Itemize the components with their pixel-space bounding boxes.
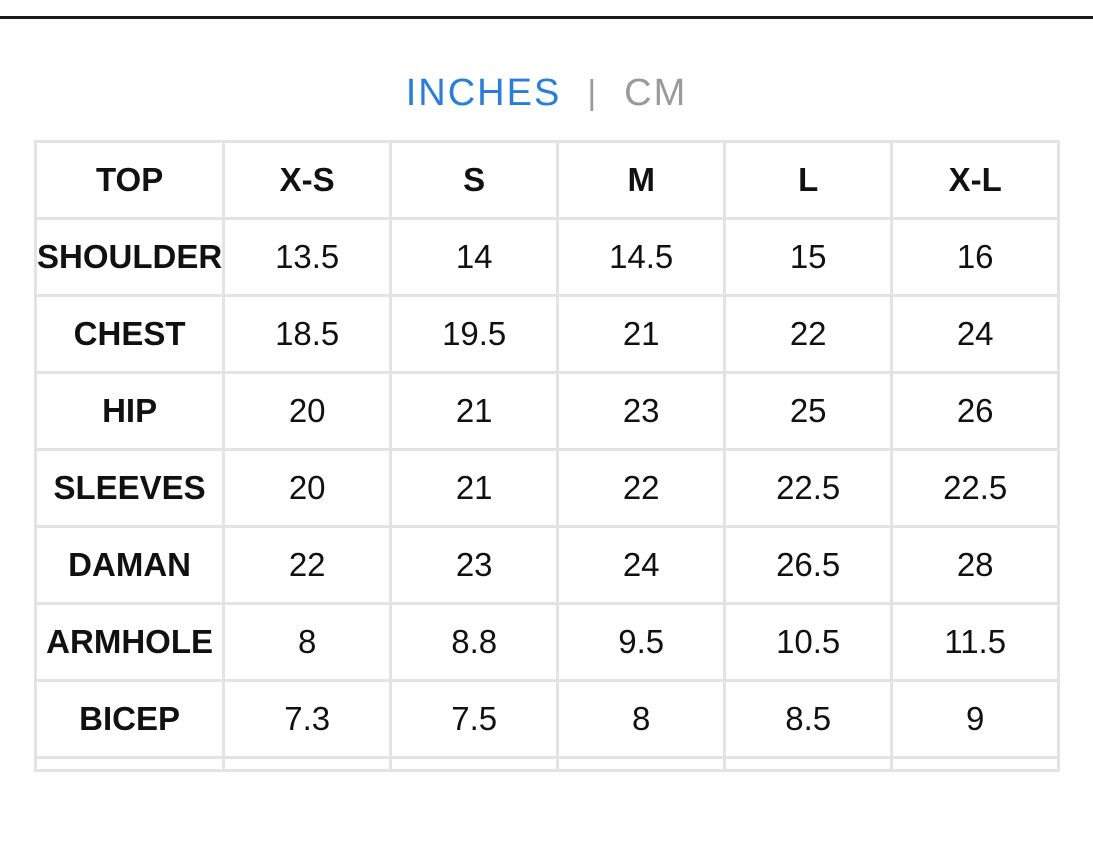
table-row-partial [33, 756, 1061, 772]
table-cell: 21 [389, 371, 560, 451]
unit-toggle: INCHES | CM [0, 66, 1093, 118]
table-cell [222, 756, 393, 772]
table-row: ARMHOLE 8 8.8 9.5 10.5 11.5 [33, 602, 1061, 682]
header-cell-m: M [556, 140, 727, 220]
table-header-row: TOP X-S S M L X-L [33, 140, 1061, 220]
table-cell: 21 [389, 448, 560, 528]
table-cell: 21 [556, 294, 727, 374]
table-cell: 7.3 [222, 679, 393, 759]
table-cell: 22.5 [890, 448, 1061, 528]
table-cell: 24 [556, 525, 727, 605]
unit-inches-tab[interactable]: INCHES [405, 71, 562, 114]
top-divider [0, 16, 1093, 19]
unit-separator: | [587, 73, 599, 112]
table-cell: 14.5 [556, 217, 727, 297]
table-cell: 13.5 [222, 217, 393, 297]
table-row: DAMAN 22 23 24 26.5 28 [33, 525, 1061, 605]
table-cell: 19.5 [389, 294, 560, 374]
table-cell: 9 [890, 679, 1061, 759]
row-label-sleeves: SLEEVES [33, 448, 226, 528]
table-cell: 16 [890, 217, 1061, 297]
row-label-armhole: ARMHOLE [33, 602, 226, 682]
table-cell: 8.8 [389, 602, 560, 682]
table-cell: 7.5 [389, 679, 560, 759]
table-row: SHOULDER 13.5 14 14.5 15 16 [33, 217, 1061, 297]
header-cell-l: L [723, 140, 894, 220]
table-cell: 11.5 [890, 602, 1061, 682]
table-row: CHEST 18.5 19.5 21 22 24 [33, 294, 1061, 374]
header-cell-xs: X-S [222, 140, 393, 220]
table-cell: 10.5 [723, 602, 894, 682]
row-label-shoulder: SHOULDER [33, 217, 226, 297]
header-cell-s: S [389, 140, 560, 220]
table-cell [556, 756, 727, 772]
table-cell: 20 [222, 371, 393, 451]
table-cell [890, 756, 1061, 772]
table-cell: 22 [556, 448, 727, 528]
unit-cm-tab[interactable]: CM [624, 71, 688, 114]
table-cell: 15 [723, 217, 894, 297]
table-cell [33, 756, 226, 772]
row-label-hip: HIP [33, 371, 226, 451]
table-cell: 24 [890, 294, 1061, 374]
table-cell: 8.5 [723, 679, 894, 759]
header-cell-xl: X-L [890, 140, 1061, 220]
table-cell: 26 [890, 371, 1061, 451]
table-row: BICEP 7.3 7.5 8 8.5 9 [33, 679, 1061, 759]
table-cell: 22.5 [723, 448, 894, 528]
table-cell: 18.5 [222, 294, 393, 374]
table-cell: 20 [222, 448, 393, 528]
row-label-daman: DAMAN [33, 525, 226, 605]
row-label-bicep: BICEP [33, 679, 226, 759]
table-cell: 26.5 [723, 525, 894, 605]
table-row: HIP 20 21 23 25 26 [33, 371, 1061, 451]
table-cell: 22 [723, 294, 894, 374]
table-cell: 8 [556, 679, 727, 759]
table-cell: 25 [723, 371, 894, 451]
table-cell: 23 [389, 525, 560, 605]
table-cell: 14 [389, 217, 560, 297]
table-cell [389, 756, 560, 772]
table-cell: 8 [222, 602, 393, 682]
table-cell: 23 [556, 371, 727, 451]
table-row: SLEEVES 20 21 22 22.5 22.5 [33, 448, 1061, 528]
header-cell-top: TOP [33, 140, 226, 220]
table-cell: 22 [222, 525, 393, 605]
table-cell: 9.5 [556, 602, 727, 682]
table-cell: 28 [890, 525, 1061, 605]
size-chart-table: TOP X-S S M L X-L SHOULDER 13.5 14 14.5 … [33, 140, 1061, 772]
table-cell [723, 756, 894, 772]
row-label-chest: CHEST [33, 294, 226, 374]
